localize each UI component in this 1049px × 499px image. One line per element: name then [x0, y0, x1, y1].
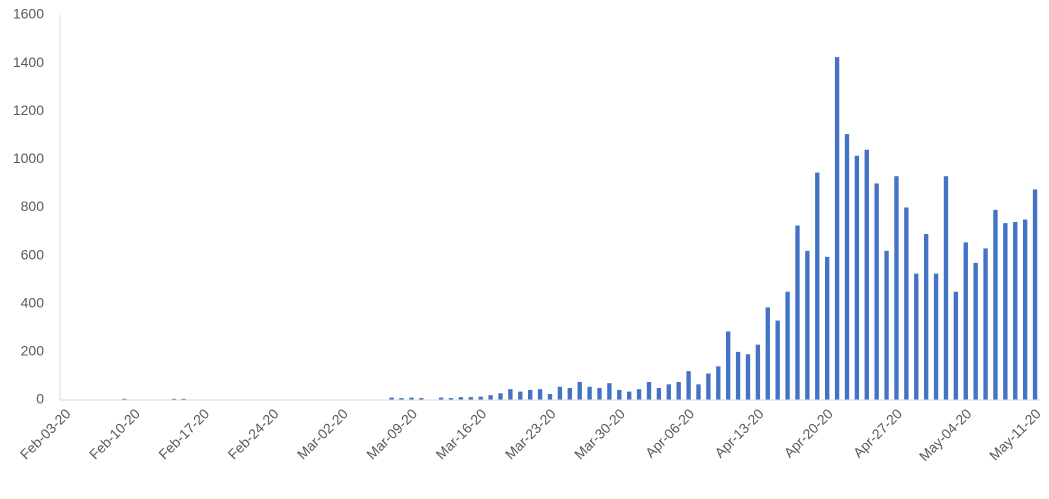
bar [409, 397, 414, 400]
x-tick-label: Mar-30-20 [571, 405, 628, 462]
bar [399, 398, 404, 400]
x-tick-label: May-11-20 [986, 405, 1044, 463]
bar [726, 331, 731, 400]
bar [171, 398, 177, 400]
bar [448, 398, 454, 400]
bar [666, 384, 671, 400]
bar [795, 225, 800, 400]
y-tick-label: 200 [21, 343, 45, 359]
bar [755, 344, 761, 400]
bar [904, 207, 909, 400]
y-tick-label: 1400 [13, 54, 44, 70]
bar [676, 381, 681, 400]
bar [706, 373, 711, 400]
bar [478, 396, 483, 400]
bar [805, 250, 810, 400]
y-tick-label: 1200 [13, 102, 44, 118]
bar [745, 354, 751, 400]
x-tick-label: Apr-20-20 [781, 405, 836, 460]
bar [627, 391, 632, 400]
bar [983, 248, 988, 400]
x-tick-label: Feb-24-20 [225, 405, 282, 462]
bar [537, 389, 543, 400]
bar [824, 256, 830, 400]
bar [884, 250, 889, 400]
bar [864, 149, 869, 400]
bar [646, 381, 652, 400]
x-tick-label: Mar-09-20 [363, 405, 420, 462]
x-tick-label: Mar-02-20 [294, 405, 351, 462]
bar [716, 366, 721, 400]
y-tick-label: 600 [21, 246, 45, 262]
y-tick-label: 800 [21, 198, 45, 214]
bar [943, 176, 949, 400]
bar [735, 351, 741, 400]
bar [854, 155, 860, 400]
bar [894, 176, 899, 400]
bar [1003, 223, 1008, 400]
bar [607, 383, 612, 400]
bar [993, 209, 998, 400]
bar [181, 398, 186, 400]
bar [963, 242, 968, 400]
bar [518, 391, 523, 400]
x-tick-label: Apr-06-20 [642, 405, 697, 460]
bar [815, 172, 820, 400]
x-tick-label: Mar-16-20 [432, 405, 489, 462]
bar [696, 384, 701, 400]
bar [458, 397, 464, 400]
bar [775, 320, 780, 400]
bar [438, 397, 444, 400]
bar [1032, 189, 1038, 400]
y-tick-label: 0 [36, 391, 44, 407]
bar [547, 393, 553, 400]
bar [587, 386, 592, 400]
x-tick-label: Feb-10-20 [86, 405, 143, 462]
bar [468, 397, 473, 400]
y-tick-label: 1000 [13, 150, 44, 166]
bar [122, 398, 127, 400]
bar [686, 371, 691, 400]
bar [488, 395, 493, 400]
bar [1013, 221, 1018, 400]
bar [567, 387, 572, 400]
bar [419, 398, 424, 400]
bar [389, 397, 394, 400]
x-tick-label: Apr-13-20 [711, 405, 766, 460]
bar [656, 387, 662, 400]
x-tick-label: May-04-20 [916, 405, 975, 464]
y-tick-label: 400 [21, 294, 45, 310]
bar [844, 134, 850, 400]
bar [577, 381, 582, 400]
bar [953, 291, 959, 400]
bar [923, 233, 929, 400]
bar [508, 389, 513, 400]
bar [498, 393, 503, 400]
x-tick-label: Feb-03-20 [17, 405, 74, 462]
bar [973, 262, 978, 400]
bar [597, 387, 602, 400]
x-tick-label: Apr-27-20 [850, 405, 905, 460]
x-tick-label: Mar-23-20 [502, 405, 559, 462]
bar [785, 291, 790, 400]
bar [765, 307, 770, 400]
bar [1022, 219, 1028, 400]
bar [636, 389, 642, 400]
bar [874, 183, 879, 400]
bar [914, 273, 919, 400]
x-tick-label: Feb-17-20 [155, 405, 212, 462]
bar [528, 389, 533, 400]
bar [834, 57, 840, 400]
bar [557, 386, 563, 400]
bar [617, 389, 622, 400]
bar [933, 273, 939, 400]
y-tick-label: 1600 [13, 6, 44, 22]
